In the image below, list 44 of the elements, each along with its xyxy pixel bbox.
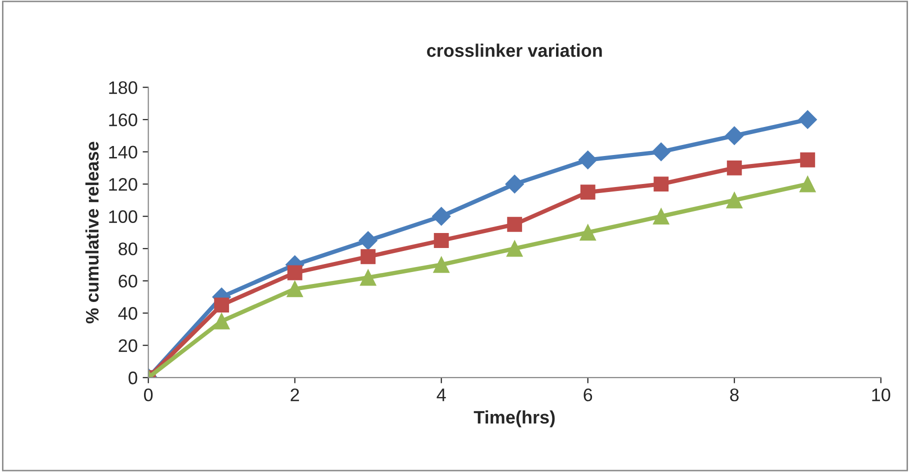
point	[580, 184, 596, 200]
point	[433, 256, 450, 273]
point	[578, 150, 598, 170]
point	[286, 280, 303, 298]
point	[652, 142, 670, 162]
y-tick-label: 160	[109, 114, 138, 126]
point	[654, 176, 669, 192]
point	[580, 224, 596, 241]
point	[725, 126, 744, 146]
y-tick-label: 60	[118, 274, 138, 288]
point	[507, 216, 522, 232]
x-tick-label: 0	[144, 388, 153, 402]
point	[213, 313, 230, 330]
y-tick-label: 120	[109, 178, 138, 191]
point	[726, 160, 742, 176]
x-tick-label: 2	[290, 388, 299, 402]
y-tick-label: 20	[118, 339, 138, 352]
point	[287, 265, 302, 280]
point	[798, 110, 817, 129]
point	[726, 192, 743, 208]
point	[360, 269, 376, 286]
y-tick-label: 40	[118, 307, 138, 320]
y-tick-label: 140	[109, 146, 138, 159]
y-tick-label: 180	[109, 81, 138, 94]
y-tick-label: 100	[109, 210, 138, 224]
point	[799, 176, 816, 192]
chart-title: crosslinker variation	[427, 44, 602, 57]
point	[505, 174, 524, 194]
point	[800, 152, 816, 168]
point	[358, 231, 378, 250]
x-tick-label: 6	[584, 388, 592, 402]
point	[360, 249, 376, 264]
x-tick-label: 4	[436, 388, 446, 402]
point	[434, 233, 449, 248]
point	[506, 240, 523, 257]
y-axis-title: % cumulative release	[85, 142, 99, 324]
y-tick-label: 0	[128, 372, 138, 384]
x-tick-label: 10	[872, 388, 890, 402]
point	[652, 208, 670, 224]
x-axis-title: Time(hrs)	[474, 410, 555, 428]
point	[214, 298, 230, 312]
y-tick-label: 80	[118, 242, 138, 256]
x-tick-label: 8	[730, 388, 739, 402]
point	[432, 206, 451, 226]
